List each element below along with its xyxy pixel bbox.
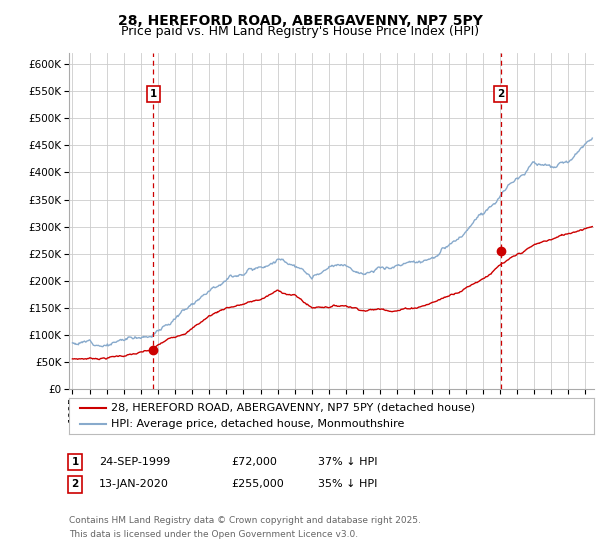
Text: 28, HEREFORD ROAD, ABERGAVENNY, NP7 5PY (detached house): 28, HEREFORD ROAD, ABERGAVENNY, NP7 5PY … [111, 403, 475, 413]
Text: 24-SEP-1999: 24-SEP-1999 [99, 457, 170, 467]
Text: 28, HEREFORD ROAD, ABERGAVENNY, NP7 5PY: 28, HEREFORD ROAD, ABERGAVENNY, NP7 5PY [118, 14, 482, 28]
Text: This data is licensed under the Open Government Licence v3.0.: This data is licensed under the Open Gov… [69, 530, 358, 539]
Text: £72,000: £72,000 [231, 457, 277, 467]
Text: 35% ↓ HPI: 35% ↓ HPI [318, 479, 377, 489]
Text: Price paid vs. HM Land Registry's House Price Index (HPI): Price paid vs. HM Land Registry's House … [121, 25, 479, 38]
Text: HPI: Average price, detached house, Monmouthshire: HPI: Average price, detached house, Monm… [111, 419, 404, 429]
Text: 37% ↓ HPI: 37% ↓ HPI [318, 457, 377, 467]
Text: 13-JAN-2020: 13-JAN-2020 [99, 479, 169, 489]
Text: £255,000: £255,000 [231, 479, 284, 489]
Text: 1: 1 [150, 89, 157, 99]
Text: 2: 2 [71, 479, 79, 489]
Text: 2: 2 [497, 89, 504, 99]
Text: Contains HM Land Registry data © Crown copyright and database right 2025.: Contains HM Land Registry data © Crown c… [69, 516, 421, 525]
Text: 1: 1 [71, 457, 79, 467]
